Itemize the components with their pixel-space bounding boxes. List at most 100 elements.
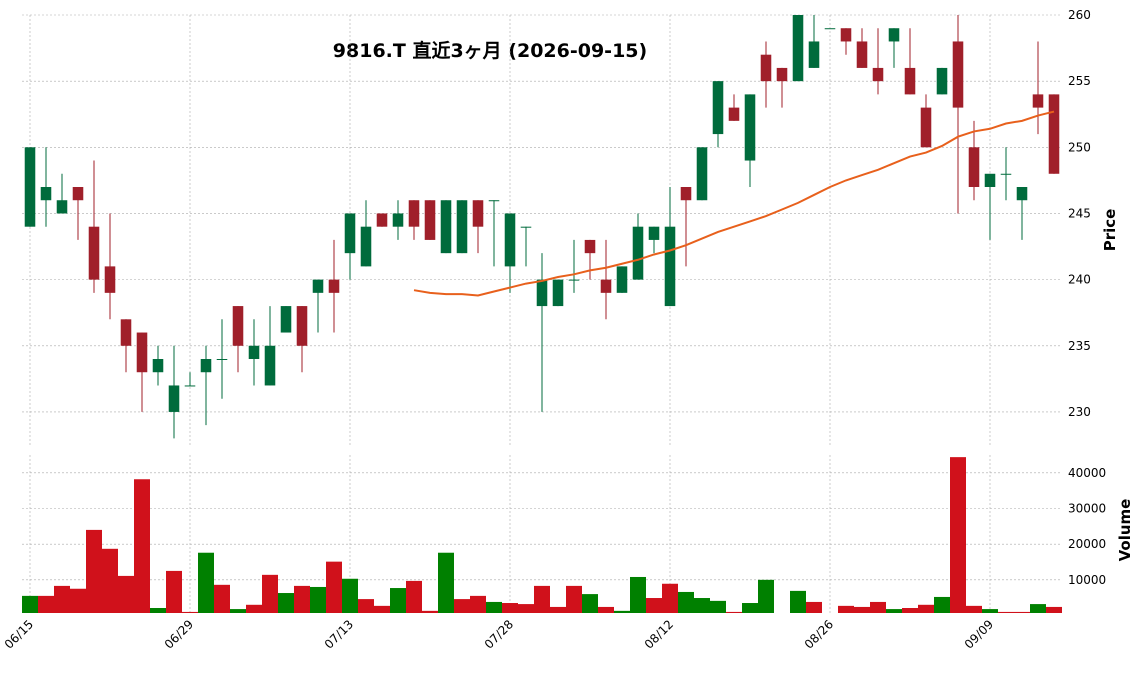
y-tick-label: 250 [1068, 140, 1091, 154]
volume-bar [374, 605, 390, 613]
candle-body [632, 226, 644, 280]
candle-body [88, 226, 100, 280]
volume-bar [198, 552, 214, 613]
volume-bar [390, 588, 406, 613]
volume-bar [422, 610, 438, 613]
candle-body [856, 41, 868, 68]
volume-bar [870, 601, 886, 613]
volume-bar [342, 578, 358, 613]
candle-body [136, 332, 148, 373]
candle-body [824, 28, 836, 30]
candle-body [232, 306, 244, 346]
candle-body [728, 107, 740, 121]
candle-body [968, 147, 980, 187]
volume-bar [790, 590, 806, 613]
candle-body [328, 279, 340, 293]
candle-body [568, 279, 580, 281]
moving-average-line [413, 110, 1055, 297]
candle-body [344, 213, 356, 254]
x-tick-label: 08/12 [642, 617, 676, 651]
volume-bar [22, 595, 38, 613]
candle-body [600, 279, 612, 293]
candle-body [920, 107, 932, 148]
candle-body [888, 28, 900, 42]
candle-body [520, 226, 532, 228]
candle-body [488, 200, 500, 202]
volume-bar [86, 529, 102, 613]
candle-body [424, 200, 436, 240]
candle-body [504, 213, 516, 267]
volume-bar [886, 609, 902, 613]
volume-bar [486, 601, 502, 613]
candle-body [56, 200, 68, 214]
volume-bar [118, 575, 134, 613]
volume-bar [438, 552, 454, 613]
volume-bar [166, 570, 182, 613]
y-tick-label: 40000 [1068, 466, 1106, 480]
volume-bar [966, 605, 982, 613]
candle-body [216, 359, 228, 360]
volume-bar [134, 479, 150, 613]
x-tick-label: 07/28 [482, 617, 516, 651]
candle-body [1000, 173, 1012, 175]
x-tick-label: 06/29 [162, 617, 196, 651]
volume-bar [38, 595, 54, 613]
volume-bar [566, 585, 582, 613]
volume-bar [214, 584, 230, 613]
candle-body [24, 147, 36, 227]
candle-body [760, 54, 772, 82]
candle-body [904, 67, 916, 95]
candle-body [168, 385, 180, 412]
volume-bar [838, 605, 854, 613]
volume-bar [646, 598, 662, 613]
candle-body [1016, 187, 1028, 201]
candle-body [296, 306, 308, 346]
volume-bar [182, 611, 198, 613]
volume-bar [502, 603, 518, 613]
x-tick-label: 07/13 [322, 617, 356, 651]
volume-bar [550, 606, 566, 613]
x-tick-label: 06/15 [2, 617, 36, 651]
volume-bar [150, 608, 166, 613]
volume-bar [470, 595, 486, 613]
volume-bar [1014, 611, 1030, 613]
candle-body [872, 67, 884, 82]
y-tick-label: 260 [1068, 8, 1091, 22]
candle-body [840, 28, 852, 42]
volume-bar [598, 606, 614, 613]
candle-body [1048, 94, 1060, 174]
volume-bar [854, 606, 870, 613]
volume-bar [694, 598, 710, 613]
volume-bar [742, 603, 758, 613]
volume-bar [1030, 604, 1046, 613]
candle-body [808, 41, 820, 68]
candle-body [648, 226, 660, 240]
y-tick-label: 240 [1068, 273, 1091, 287]
y-tick-label: 20000 [1068, 537, 1106, 551]
candle-body [264, 345, 276, 386]
chart-title: 9816.T 直近3ヶ月 (2026-09-15) [333, 39, 647, 62]
candle-body [776, 67, 788, 82]
volume-bar [662, 583, 678, 613]
volume-bar [758, 579, 774, 613]
volume-bar [934, 596, 950, 613]
volume-bar [518, 604, 534, 613]
volume-bar [454, 599, 470, 613]
volume-bar [230, 609, 246, 613]
candle-body [664, 226, 676, 307]
candle-body [952, 41, 964, 108]
candle-body [1032, 94, 1044, 108]
volume-bar [1046, 606, 1062, 613]
candle-body [792, 15, 804, 82]
candle-body [120, 319, 132, 346]
candle-body [552, 279, 564, 307]
price-axis-label: Price [1101, 209, 1119, 252]
candle-body [40, 187, 52, 201]
candle-body [616, 266, 628, 293]
x-tick-label: 09/09 [962, 617, 996, 651]
volume-bar [310, 586, 326, 613]
volume-bar [582, 594, 598, 613]
candle-body [712, 81, 724, 135]
x-tick-label: 08/26 [802, 617, 836, 651]
